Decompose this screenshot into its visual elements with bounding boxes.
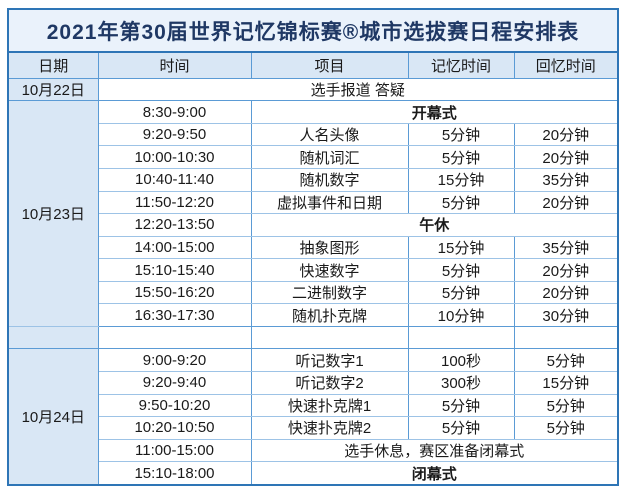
time-cell: 9:00-9:20 [98, 348, 252, 373]
memory-time-cell: 10分钟 [408, 303, 515, 327]
table-row: 10月23日 8:30-9:00 开幕式 [8, 100, 619, 327]
column-header-date: 日期 [8, 52, 99, 79]
empty-cell [98, 326, 252, 350]
time-cell: 15:50-16:20 [98, 281, 252, 305]
recall-time-cell: 30分钟 [514, 303, 619, 327]
day1-row: 10月22日 选手报道 答疑 [8, 78, 619, 102]
date-cell-oct24: 10月24日 [8, 348, 99, 486]
time-cell: 8:30-9:00 [98, 100, 252, 124]
time-cell: 9:50-10:20 [98, 394, 252, 418]
memory-time-cell: 5分钟 [408, 281, 515, 305]
recall-time-cell: 35分钟 [514, 168, 619, 192]
event-cell: 午休 [251, 213, 619, 237]
time-cell: 9:20-9:40 [98, 371, 252, 395]
table-row: 9:50-10:20 快速扑克牌1 5分钟 5分钟 [8, 394, 619, 418]
empty-cell [408, 326, 515, 350]
event-cell: 听记数字2 [251, 371, 409, 395]
recall-time-cell: 20分钟 [514, 191, 619, 215]
recall-time-cell: 5分钟 [514, 394, 619, 418]
date-cell-oct23: 10月23日 [8, 100, 99, 327]
table-header-row: 日期 时间 项目 记忆时间 回忆时间 [8, 52, 619, 79]
page-title: 2021年第30届世界记忆锦标赛®城市选拔赛日程安排表 [8, 9, 619, 54]
time-cell: 9:20-9:50 [98, 123, 252, 147]
table-row: 16:30-17:30 随机扑克牌 10分钟 30分钟 [8, 303, 619, 327]
separator-row [8, 326, 619, 350]
table-row: 11:00-15:00 选手休息，赛区准备闭幕式 [8, 439, 619, 463]
memory-time-cell: 5分钟 [408, 191, 515, 215]
recall-time-cell: 15分钟 [514, 371, 619, 395]
memory-time-cell: 300秒 [408, 371, 515, 395]
time-cell: 11:50-12:20 [98, 191, 252, 215]
memory-time-cell: 5分钟 [408, 416, 515, 440]
time-cell: 10:40-11:40 [98, 168, 252, 192]
table-row: 10:00-10:30 随机词汇 5分钟 20分钟 [8, 145, 619, 169]
recall-time-cell: 20分钟 [514, 281, 619, 305]
time-cell: 14:00-15:00 [98, 236, 252, 260]
memory-time-cell: 5分钟 [408, 145, 515, 169]
table-row: 15:10-15:40 快速数字 5分钟 20分钟 [8, 258, 619, 282]
recall-time-cell: 20分钟 [514, 145, 619, 169]
empty-cell [251, 326, 409, 350]
column-header-event: 项目 [251, 52, 409, 79]
note-cell: 选手报道 答疑 [98, 78, 619, 102]
table-row: 12:20-13:50 午休 [8, 213, 619, 237]
time-cell: 15:10-15:40 [98, 258, 252, 282]
memory-time-cell: 100秒 [408, 348, 515, 373]
recall-time-cell: 5分钟 [514, 416, 619, 440]
empty-cell [514, 326, 619, 350]
event-cell: 快速扑克牌1 [251, 394, 409, 418]
event-cell: 随机扑克牌 [251, 303, 409, 327]
column-header-time: 时间 [98, 52, 252, 79]
event-cell: 人名头像 [251, 123, 409, 147]
date-cell-oct22: 10月22日 [8, 78, 99, 102]
column-header-memory-time: 记忆时间 [408, 52, 515, 79]
table-row: 11:50-12:20 虚拟事件和日期 5分钟 20分钟 [8, 191, 619, 215]
table-row: 14:00-15:00 抽象图形 15分钟 35分钟 [8, 236, 619, 260]
empty-date-cell [8, 326, 99, 350]
event-cell: 二进制数字 [251, 281, 409, 305]
recall-time-cell: 20分钟 [514, 123, 619, 147]
event-cell: 听记数字1 [251, 348, 409, 373]
table-row: 10:40-11:40 随机数字 15分钟 35分钟 [8, 168, 619, 192]
memory-time-cell: 5分钟 [408, 394, 515, 418]
memory-time-cell: 15分钟 [408, 168, 515, 192]
schedule-table: 2021年第30届世界记忆锦标赛®城市选拔赛日程安排表 日期 时间 项目 记忆时… [7, 8, 620, 486]
event-cell: 选手休息，赛区准备闭幕式 [251, 439, 619, 463]
time-cell: 15:10-18:00 [98, 461, 252, 486]
recall-time-cell: 5分钟 [514, 348, 619, 373]
table-row: 15:10-18:00 闭幕式 [8, 461, 619, 486]
memory-time-cell: 5分钟 [408, 123, 515, 147]
table-row: 10:20-10:50 快速扑克牌2 5分钟 5分钟 [8, 416, 619, 440]
table-row: 10月24日 9:00-9:20 听记数字1 100秒 5分钟 [8, 348, 619, 486]
table-row: 9:20-9:50 人名头像 5分钟 20分钟 [8, 123, 619, 147]
time-cell: 10:00-10:30 [98, 145, 252, 169]
table-row: 15:50-16:20 二进制数字 5分钟 20分钟 [8, 281, 619, 305]
time-cell: 10:20-10:50 [98, 416, 252, 440]
column-header-recall-time: 回忆时间 [514, 52, 619, 79]
recall-time-cell: 20分钟 [514, 258, 619, 282]
memory-time-cell: 15分钟 [408, 236, 515, 260]
memory-time-cell: 5分钟 [408, 258, 515, 282]
time-cell: 16:30-17:30 [98, 303, 252, 327]
event-cell: 开幕式 [251, 100, 619, 124]
event-cell: 随机数字 [251, 168, 409, 192]
event-cell: 抽象图形 [251, 236, 409, 260]
event-cell: 闭幕式 [251, 461, 619, 486]
table-title-row: 2021年第30届世界记忆锦标赛®城市选拔赛日程安排表 [8, 9, 619, 54]
time-cell: 12:20-13:50 [98, 213, 252, 237]
time-cell: 11:00-15:00 [98, 439, 252, 463]
table-row: 9:20-9:40 听记数字2 300秒 15分钟 [8, 371, 619, 395]
event-cell: 快速数字 [251, 258, 409, 282]
event-cell: 随机词汇 [251, 145, 409, 169]
recall-time-cell: 35分钟 [514, 236, 619, 260]
event-cell: 虚拟事件和日期 [251, 191, 409, 215]
event-cell: 快速扑克牌2 [251, 416, 409, 440]
